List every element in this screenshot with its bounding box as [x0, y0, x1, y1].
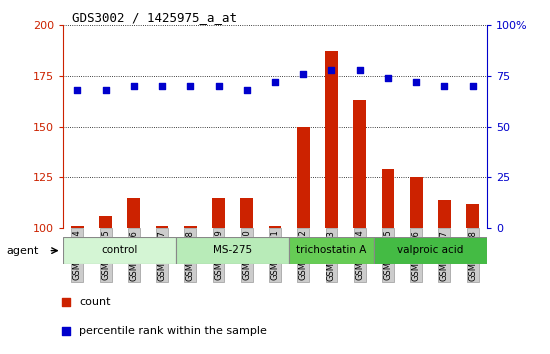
Point	[271, 79, 279, 85]
Point	[327, 67, 336, 73]
Bar	[410, 177, 422, 228]
Point	[383, 75, 392, 81]
Bar	[382, 169, 394, 228]
Point	[186, 83, 195, 89]
Text: GDS3002 / 1425975_a_at: GDS3002 / 1425975_a_at	[72, 11, 236, 24]
Bar	[353, 100, 366, 228]
Point	[62, 299, 70, 305]
Point	[468, 83, 477, 89]
Point	[62, 328, 70, 334]
Text: trichostatin A: trichostatin A	[296, 245, 367, 256]
Point	[158, 83, 167, 89]
Bar	[99, 216, 112, 228]
Bar	[63, 237, 176, 264]
Bar	[289, 237, 374, 264]
Point	[129, 83, 138, 89]
Point	[412, 79, 421, 85]
Text: control: control	[102, 245, 138, 256]
Bar	[374, 237, 487, 264]
Bar	[297, 127, 310, 228]
Point	[440, 83, 449, 89]
Point	[243, 87, 251, 93]
Point	[299, 71, 307, 76]
Bar	[240, 198, 253, 228]
Bar	[268, 226, 282, 228]
Bar	[176, 237, 289, 264]
Bar	[466, 204, 479, 228]
Bar	[325, 51, 338, 228]
Point	[355, 67, 364, 73]
Bar	[438, 200, 451, 228]
Bar	[71, 226, 84, 228]
Bar	[184, 226, 197, 228]
Bar	[128, 198, 140, 228]
Point	[214, 83, 223, 89]
Text: percentile rank within the sample: percentile rank within the sample	[79, 326, 267, 336]
Bar	[212, 198, 225, 228]
Point	[73, 87, 82, 93]
Text: valproic acid: valproic acid	[397, 245, 464, 256]
Text: count: count	[79, 297, 111, 307]
Point	[101, 87, 110, 93]
Text: agent: agent	[7, 246, 39, 256]
Bar	[156, 226, 168, 228]
Text: MS-275: MS-275	[213, 245, 252, 256]
